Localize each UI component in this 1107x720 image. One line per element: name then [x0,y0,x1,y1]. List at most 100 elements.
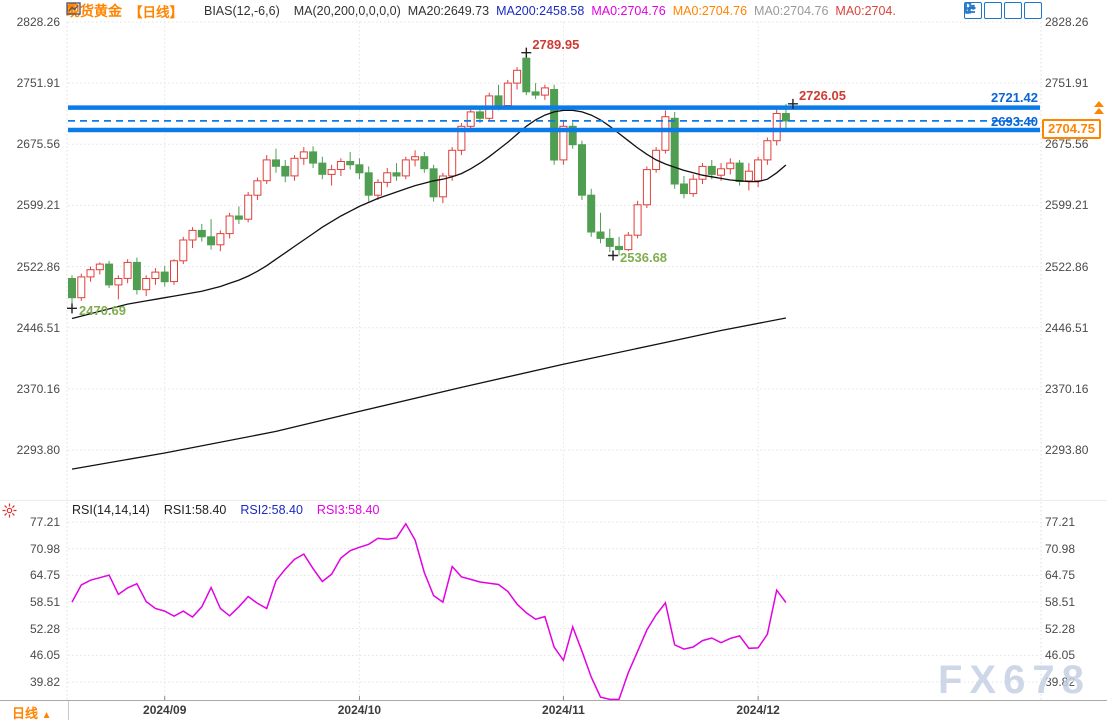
y-axis-label: 64.75 [29,568,60,583]
annotation-peak-high: 2789.95 [532,36,580,52]
candle-body [438,175,447,198]
rsi3-value: RSI3:58.40 [316,503,380,517]
y-axis-label: 39.82 [1045,675,1076,689]
candle-body [234,215,243,220]
candle-body [364,172,373,196]
candle-body [661,116,670,151]
ma200-line [71,317,787,470]
candle-body [726,162,735,170]
x-axis-month-label: 2024/12 [736,703,780,717]
period-tab-daily[interactable]: 日线 ▲ [12,703,52,720]
candle-body [179,239,188,262]
candle-body [272,159,280,167]
y-axis-label: 2751.91 [16,76,60,91]
candle-body [717,168,725,176]
price-marker-cross [787,98,798,109]
support-level-label: 2693.40 [991,113,1038,129]
candle-body [633,204,642,236]
y-axis-label: 52.28 [29,621,60,636]
y-axis-label: 58.51 [1045,595,1076,609]
annotation-august-low: 2470.69 [79,303,126,319]
y-axis-label: 70.98 [1045,541,1076,556]
ma0-value-1: MA0:2704.76 [591,4,666,18]
y-axis-label: 2370.16 [16,381,60,396]
chart-toolbar [964,2,1042,19]
bias-indicator-label[interactable]: BIAS(12,-6,6) [204,4,280,18]
period-label[interactable]: 【日线】 [129,5,183,20]
rsi-header: RSI(14,14,14) RSI1:58.40 RSI2:58.40 RSI3… [72,503,379,517]
y-axis-label: 70.98 [29,541,60,556]
y-axis-label: 2446.51 [1045,320,1089,335]
candle-body [95,263,104,271]
candle-body [160,271,169,283]
candle-body [262,159,271,182]
chart-header: 现货黄金 【日线】 BIAS(12,-6,6) MA(20,200,0,0,0,… [66,2,896,20]
y-axis-label: 2522.86 [1045,259,1089,274]
candle-body [105,263,114,286]
candle-body [142,278,151,291]
y-axis-label: 2675.56 [16,137,60,152]
candle-body [86,269,95,278]
y-axis-label: 52.28 [1045,621,1076,636]
y-axis-label: 46.05 [1045,648,1076,663]
resistance-level-label: 2721.42 [991,89,1038,105]
candle-body [578,144,586,196]
triangle-up-icon: ▲ [41,710,52,720]
candle-body [624,234,633,251]
y-axis-label: 2293.80 [16,443,60,457]
candle-body [114,278,123,286]
candle-body [244,194,253,220]
rsi1-value: RSI1:58.40 [163,503,227,517]
candle-body [698,165,707,180]
y-axis-label: 77.21 [29,515,60,529]
candle-body [309,151,318,164]
candle-body [550,89,559,161]
ma200-value: MA200:2458.58 [496,4,585,18]
candle-body [615,245,623,251]
candle-body [513,69,522,84]
y-axis-label: 2675.56 [1045,137,1089,152]
y-axis-label: 39.82 [29,675,60,689]
candle-body [448,149,457,177]
candle-body [476,111,484,119]
exit-chart-icon[interactable] [965,2,1042,19]
ma20-value: MA20:2649.73 [407,4,490,18]
candle-body [707,165,716,175]
candle-body [457,125,466,151]
ma0-value-4: MA0:2704. [835,4,896,18]
price-marker-cross [521,47,532,58]
axis-scale-icon[interactable] [965,2,1022,19]
y-axis-label: 2599.21 [1045,198,1089,213]
annotation-november-low: 2536.68 [620,250,668,266]
ma-indicator-label[interactable]: MA(20,200,0,0,0,0) [293,4,401,18]
candle-body [754,159,763,182]
candle-body [429,168,438,198]
axis-zoom-icon[interactable] [965,2,1002,19]
price-marker-cross [67,303,77,314]
y-axis-label: 2599.21 [16,198,60,213]
price-marker-cross [608,250,619,261]
ma0-value-2: MA0:2704.76 [672,4,748,18]
candle-body [670,117,679,185]
x-axis-month-label: 2024/11 [542,703,585,717]
candle-body [744,170,753,182]
candle-body [680,183,688,195]
x-axis-month-label: 2024/10 [337,703,382,717]
candle-body [290,157,299,177]
y-axis-label: 2370.16 [1045,381,1089,396]
y-axis-label: 77.21 [1045,515,1076,529]
annotation-recent-high: 2726.05 [798,87,846,103]
candle-body [689,178,698,195]
candle-body [781,113,790,122]
rsi-indicator-label[interactable]: RSI(14,14,14) [72,503,150,517]
candle-body [605,237,614,247]
candle-body [327,169,336,175]
candle-body [587,194,596,233]
candle-body [522,57,531,93]
ma0-value-3: MA0:2704.76 [754,4,829,18]
y-axis-label: 2828.26 [1045,15,1089,29]
candle-body [346,161,355,166]
last-price-badge: 2704.75 [1042,118,1101,139]
